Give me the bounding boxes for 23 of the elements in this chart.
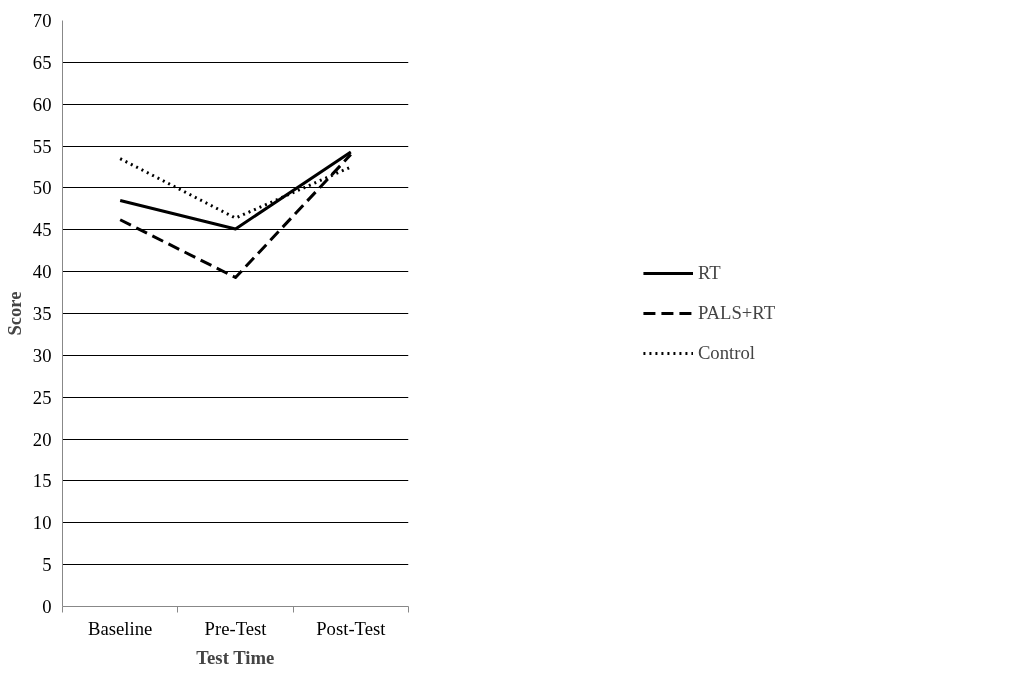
- y-tick-label: 5: [42, 554, 52, 576]
- y-tick-label: 70: [32, 10, 52, 31]
- y-tick-label: 50: [32, 177, 52, 199]
- legend-label: Control: [697, 342, 755, 364]
- y-tick-label: 65: [32, 51, 52, 73]
- y-tick-label: 45: [32, 219, 52, 241]
- y-tick-label: 55: [32, 135, 52, 157]
- x-tick-label: Pre-Test: [204, 617, 268, 639]
- y-tick-label: 20: [32, 428, 52, 450]
- x-tick-label: Post-Test: [316, 617, 387, 639]
- legend-label: PALS+RT: [697, 302, 776, 324]
- y-tick-label: 15: [32, 470, 52, 492]
- y-tick-label: 25: [32, 386, 52, 408]
- y-tick-label: 60: [32, 93, 52, 115]
- y-axis-title: Score: [3, 291, 25, 336]
- y-tick-label: 30: [32, 344, 52, 366]
- y-tick-label: 40: [32, 261, 52, 283]
- y-tick-label: 10: [32, 512, 52, 534]
- y-tick-label: 35: [32, 303, 52, 324]
- x-tick-label: Baseline: [88, 617, 153, 639]
- y-tick-label: 0: [42, 596, 52, 617]
- legend-label: RT: [697, 262, 721, 284]
- x-axis-title: Test Time: [196, 646, 275, 668]
